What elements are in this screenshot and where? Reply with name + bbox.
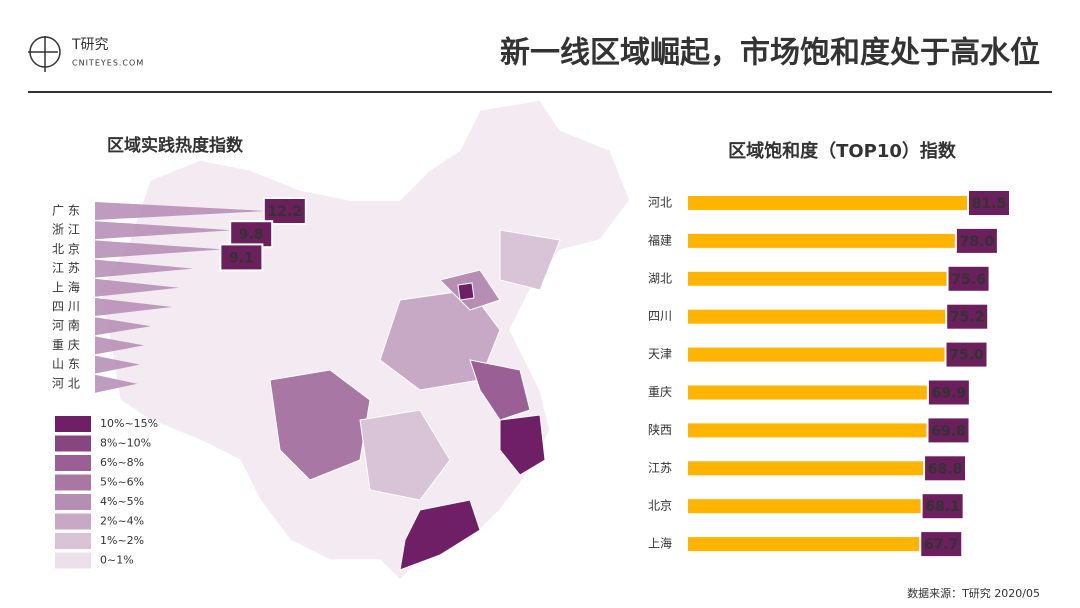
category-label: 山 东 (52, 357, 80, 371)
bar (688, 233, 958, 248)
legend-swatch (55, 552, 91, 569)
legend-swatch (55, 533, 91, 549)
value-label: 78.0 (960, 234, 995, 250)
bar (688, 196, 970, 210)
legend-label: 8%~10% (100, 437, 151, 450)
chart-title: 区域实践热度指数 (107, 135, 244, 156)
category-label: 河 北 (52, 376, 80, 390)
category-label: 天津 (648, 347, 672, 361)
value-label: 69.9 (932, 386, 967, 402)
legend-swatch (55, 494, 91, 510)
bar (688, 347, 948, 362)
value-label: 12.2 (268, 204, 303, 220)
triangle-bar (95, 355, 140, 374)
category-label: 重庆 (648, 385, 672, 399)
source: 数据来源：T研究 2020/05 (907, 586, 1040, 600)
triangle-bar (95, 374, 137, 393)
logo-sub: CNITEYES.COM (72, 59, 144, 68)
logo: T研究 CNITEYES.COM (28, 36, 144, 72)
category-label: 浙 江 (52, 223, 80, 237)
map-region (359, 409, 451, 501)
bar (688, 537, 923, 552)
triangle-bar (95, 298, 172, 316)
legend-swatch (55, 513, 91, 530)
map (99, 99, 631, 582)
category-label: 江苏 (648, 461, 672, 475)
map-region (469, 359, 531, 421)
category-label: 陕西 (648, 422, 672, 437)
map-region (499, 414, 546, 476)
triangle-bar (95, 240, 223, 259)
bar (688, 499, 924, 514)
map-base (99, 99, 631, 582)
value-label-box (944, 340, 989, 369)
value-label-box (923, 454, 968, 483)
category-label: 北 京 (52, 242, 80, 256)
triangle-bar (95, 278, 179, 297)
value-label-box (954, 226, 999, 255)
category-label: 江 苏 (52, 261, 80, 275)
category-label: 河北 (648, 196, 672, 210)
map-region (499, 229, 561, 291)
legend-label: 0~1% (100, 554, 134, 567)
bar (688, 309, 949, 324)
value-label-box (966, 189, 1011, 217)
value-label-box (926, 416, 971, 445)
bar (688, 461, 927, 476)
category-label: 上海 (648, 536, 672, 551)
value-label-box (919, 530, 964, 559)
category-label: 四 川 (52, 300, 80, 314)
category-label: 湖北 (648, 270, 672, 285)
legend-label: 6%~8% (100, 456, 144, 469)
value-label: 75.0 (949, 348, 984, 364)
legend-label: 1%~2% (100, 534, 144, 547)
category-label: 福建 (648, 232, 672, 247)
bar (688, 423, 930, 438)
value-label: 81.5 (972, 196, 1007, 212)
value-label: 68.1 (925, 499, 960, 515)
triangle-bar (95, 259, 193, 278)
map-region (269, 369, 371, 481)
category-label: 四川 (648, 309, 672, 323)
legend-label: 5%~6% (100, 476, 144, 489)
map-region (457, 282, 475, 301)
value-label-box (946, 264, 991, 293)
value-label: 69.8 (931, 423, 966, 439)
page-title: 新一线区域崛起，市场饱和度处于高水位 (500, 36, 1040, 71)
triangle-bar (95, 221, 233, 240)
logo-text: T研究 (71, 37, 109, 53)
triangle-bar (95, 336, 144, 355)
value-label: 75.2 (950, 310, 985, 326)
chart-title: 区域饱和度（TOP10）指数 (728, 140, 957, 162)
bar (688, 385, 930, 400)
category-label: 上 海 (52, 279, 80, 294)
value-label-box (926, 378, 971, 407)
triangle-bar (95, 202, 266, 220)
value-label: 68.8 (928, 461, 963, 477)
legend-label: 4%~5% (100, 495, 144, 508)
category-label: 重 庆 (52, 338, 80, 352)
category-label: 河 南 (52, 318, 80, 333)
legend-swatch (55, 474, 91, 491)
value-label: 67.7 (924, 537, 959, 553)
legend-swatch (55, 435, 91, 452)
value-label: 9.1 (229, 250, 254, 266)
category-label: 北京 (648, 499, 672, 513)
value-label-box (920, 492, 965, 521)
map-region (399, 499, 481, 571)
legend-swatch (55, 416, 91, 432)
value-label: 9.8 (239, 227, 264, 243)
triangle-bar (95, 317, 151, 336)
category-label: 广 东 (52, 204, 80, 218)
legend-label: 10%~15% (100, 417, 158, 430)
value-label-box (945, 302, 990, 331)
legend-swatch (55, 455, 91, 471)
legend-label: 2%~4% (100, 515, 144, 528)
value-label-box (262, 197, 307, 225)
value-label: 75.6 (951, 272, 986, 288)
bar (688, 271, 950, 286)
value-label-box (219, 243, 264, 272)
